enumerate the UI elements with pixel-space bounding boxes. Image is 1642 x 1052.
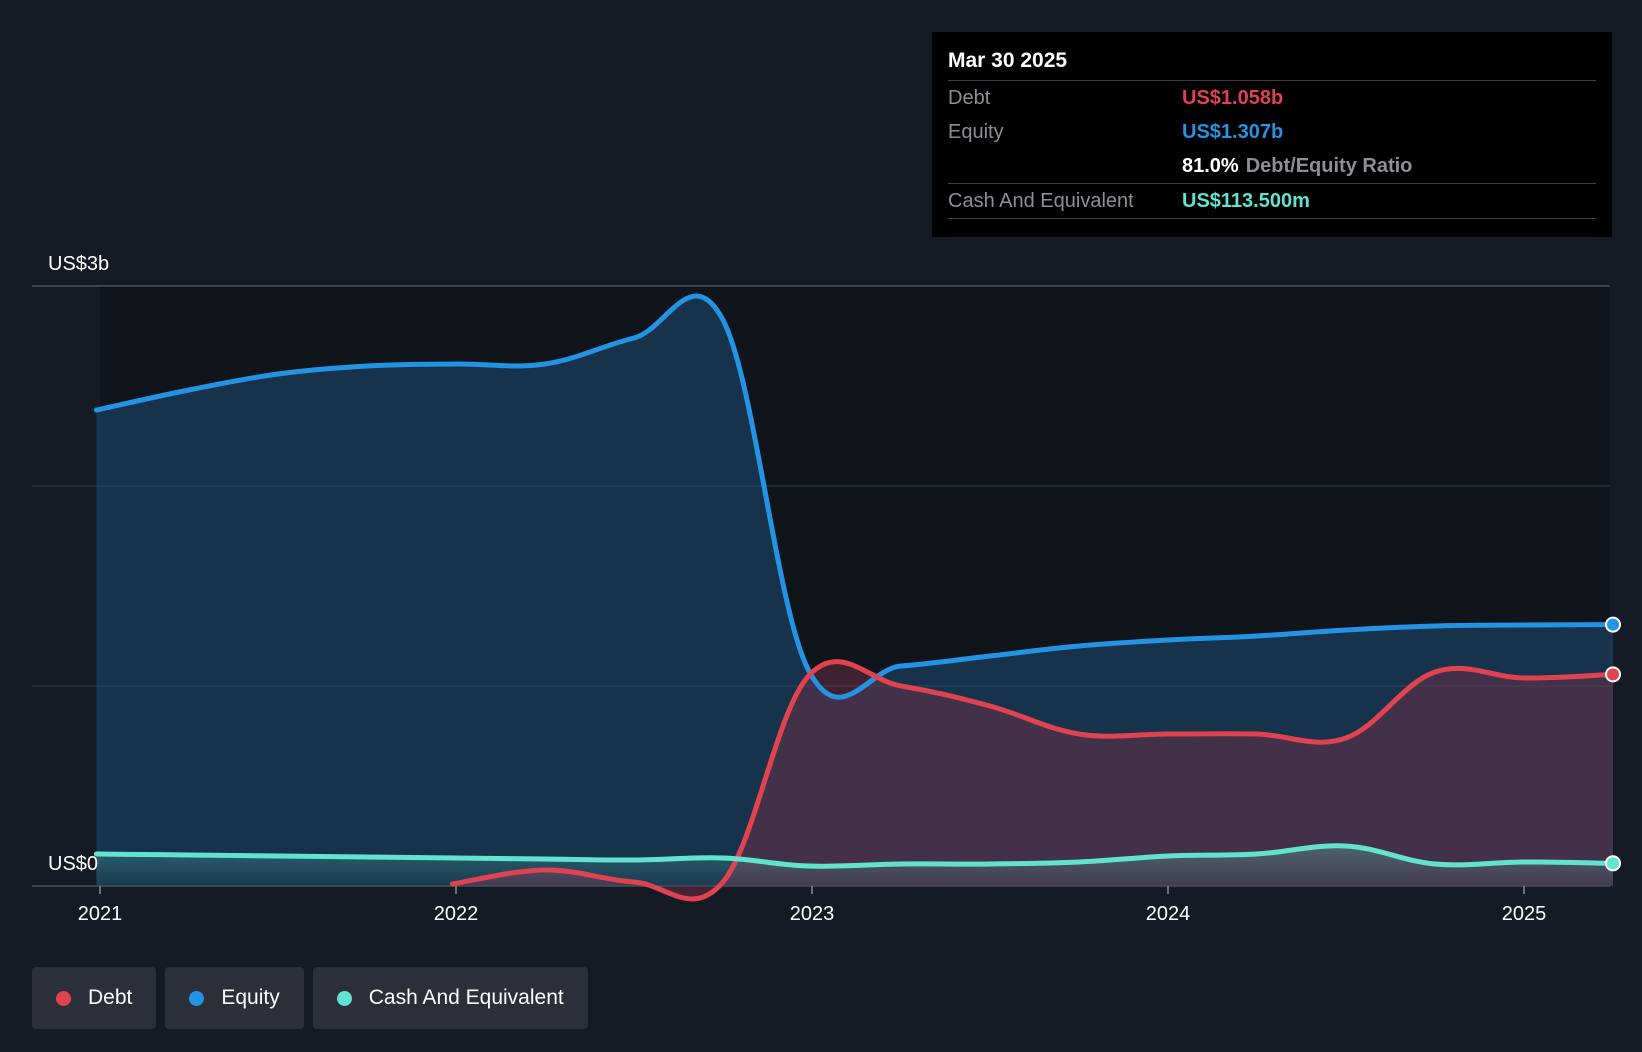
tooltip-ratio-label: Debt/Equity Ratio [1245, 154, 1413, 177]
tooltip-debt-row: Debt US$1.058b [948, 80, 1596, 115]
y-axis-top-label: US$3b [48, 253, 109, 275]
legend-item-equity[interactable]: Equity [165, 967, 304, 1029]
debt-end-marker[interactable] [1605, 666, 1621, 683]
legend-label-debt: Debt [88, 986, 133, 1009]
x-tick-label: 2023 [790, 903, 835, 925]
legend-item-debt[interactable]: Debt [32, 967, 157, 1029]
tooltip-equity-row: Equity US$1.307b [948, 115, 1596, 149]
tooltip-date: Mar 30 2025 [948, 49, 1068, 72]
x-tick-label: 2021 [78, 903, 123, 925]
legend-dot-debt [56, 990, 71, 1006]
x-tick-label: 2022 [434, 903, 479, 925]
tooltip-equity-value: US$1.307b [1182, 120, 1284, 143]
cash-and-equivalent-end-marker[interactable] [1605, 855, 1621, 872]
tooltip-cash-row: Cash And Equivalent US$113.500m [948, 183, 1596, 219]
legend-item-cash[interactable]: Cash And Equivalent [312, 967, 588, 1029]
equity-end-marker[interactable] [1605, 616, 1621, 633]
debt-area [452, 661, 1614, 899]
tooltip-equity-label: Equity [948, 120, 1004, 143]
legend-dot-cash [336, 990, 352, 1006]
legend-dot-equity [189, 990, 205, 1006]
tooltip-ratio-value: 81.0% [1182, 154, 1239, 177]
series-end-markers [1605, 616, 1621, 872]
y-axis-bottom-label: US$0 [48, 853, 98, 875]
tooltip-debt-value: US$1.058b [1182, 86, 1284, 109]
tooltip-cash-label: Cash And Equivalent [948, 189, 1134, 212]
cash-and-equivalent-line [93, 843, 1616, 869]
x-axis: 2021 2022 2023 2024 2025 [78, 886, 1547, 925]
legend-label-cash: Cash And Equivalent [368, 986, 564, 1009]
tooltip-debt-label: Debt [948, 86, 991, 109]
legend-label-equity: Equity [221, 986, 280, 1009]
tooltip-ratio-row: 81.0% Debt/Equity Ratio [948, 149, 1596, 183]
legend: Debt Equity Cash And Equivalent [32, 967, 588, 1029]
debt-line [449, 659, 1616, 902]
equity-area [96, 296, 1614, 886]
series-lines [93, 293, 1616, 902]
x-tick-label: 2025 [1502, 903, 1547, 925]
x-tick-label: 2024 [1146, 903, 1191, 925]
data-tooltip: Mar 30 2025 Debt US$1.058b Equity US$1.3… [932, 32, 1612, 237]
tooltip-cash-value: US$113.500m [1182, 189, 1310, 212]
equity-line [93, 293, 1616, 700]
